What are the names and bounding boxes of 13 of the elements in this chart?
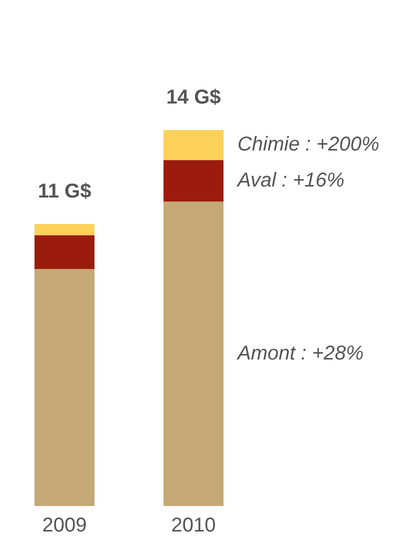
- series-label: Aval : +16%: [236, 169, 344, 192]
- bar: [164, 201, 224, 506]
- bar: [164, 160, 224, 202]
- x-tick-label: 2010: [171, 514, 216, 537]
- bar: [164, 130, 224, 160]
- bar: [34, 235, 94, 270]
- bar: [34, 269, 94, 506]
- annotation: 14 G$: [166, 86, 221, 109]
- series-label: Amont : +28%: [236, 342, 364, 364]
- x-tick-label: 2009: [42, 514, 87, 537]
- series-label: Chimie : +200%: [237, 134, 380, 156]
- bar: [34, 224, 94, 236]
- annotation: 11 G$: [38, 180, 92, 203]
